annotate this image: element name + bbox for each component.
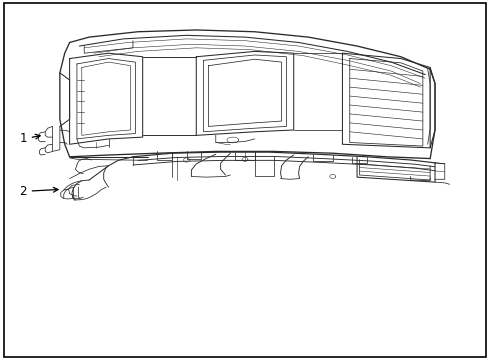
- Text: 2: 2: [19, 185, 58, 198]
- Text: 1: 1: [19, 132, 40, 145]
